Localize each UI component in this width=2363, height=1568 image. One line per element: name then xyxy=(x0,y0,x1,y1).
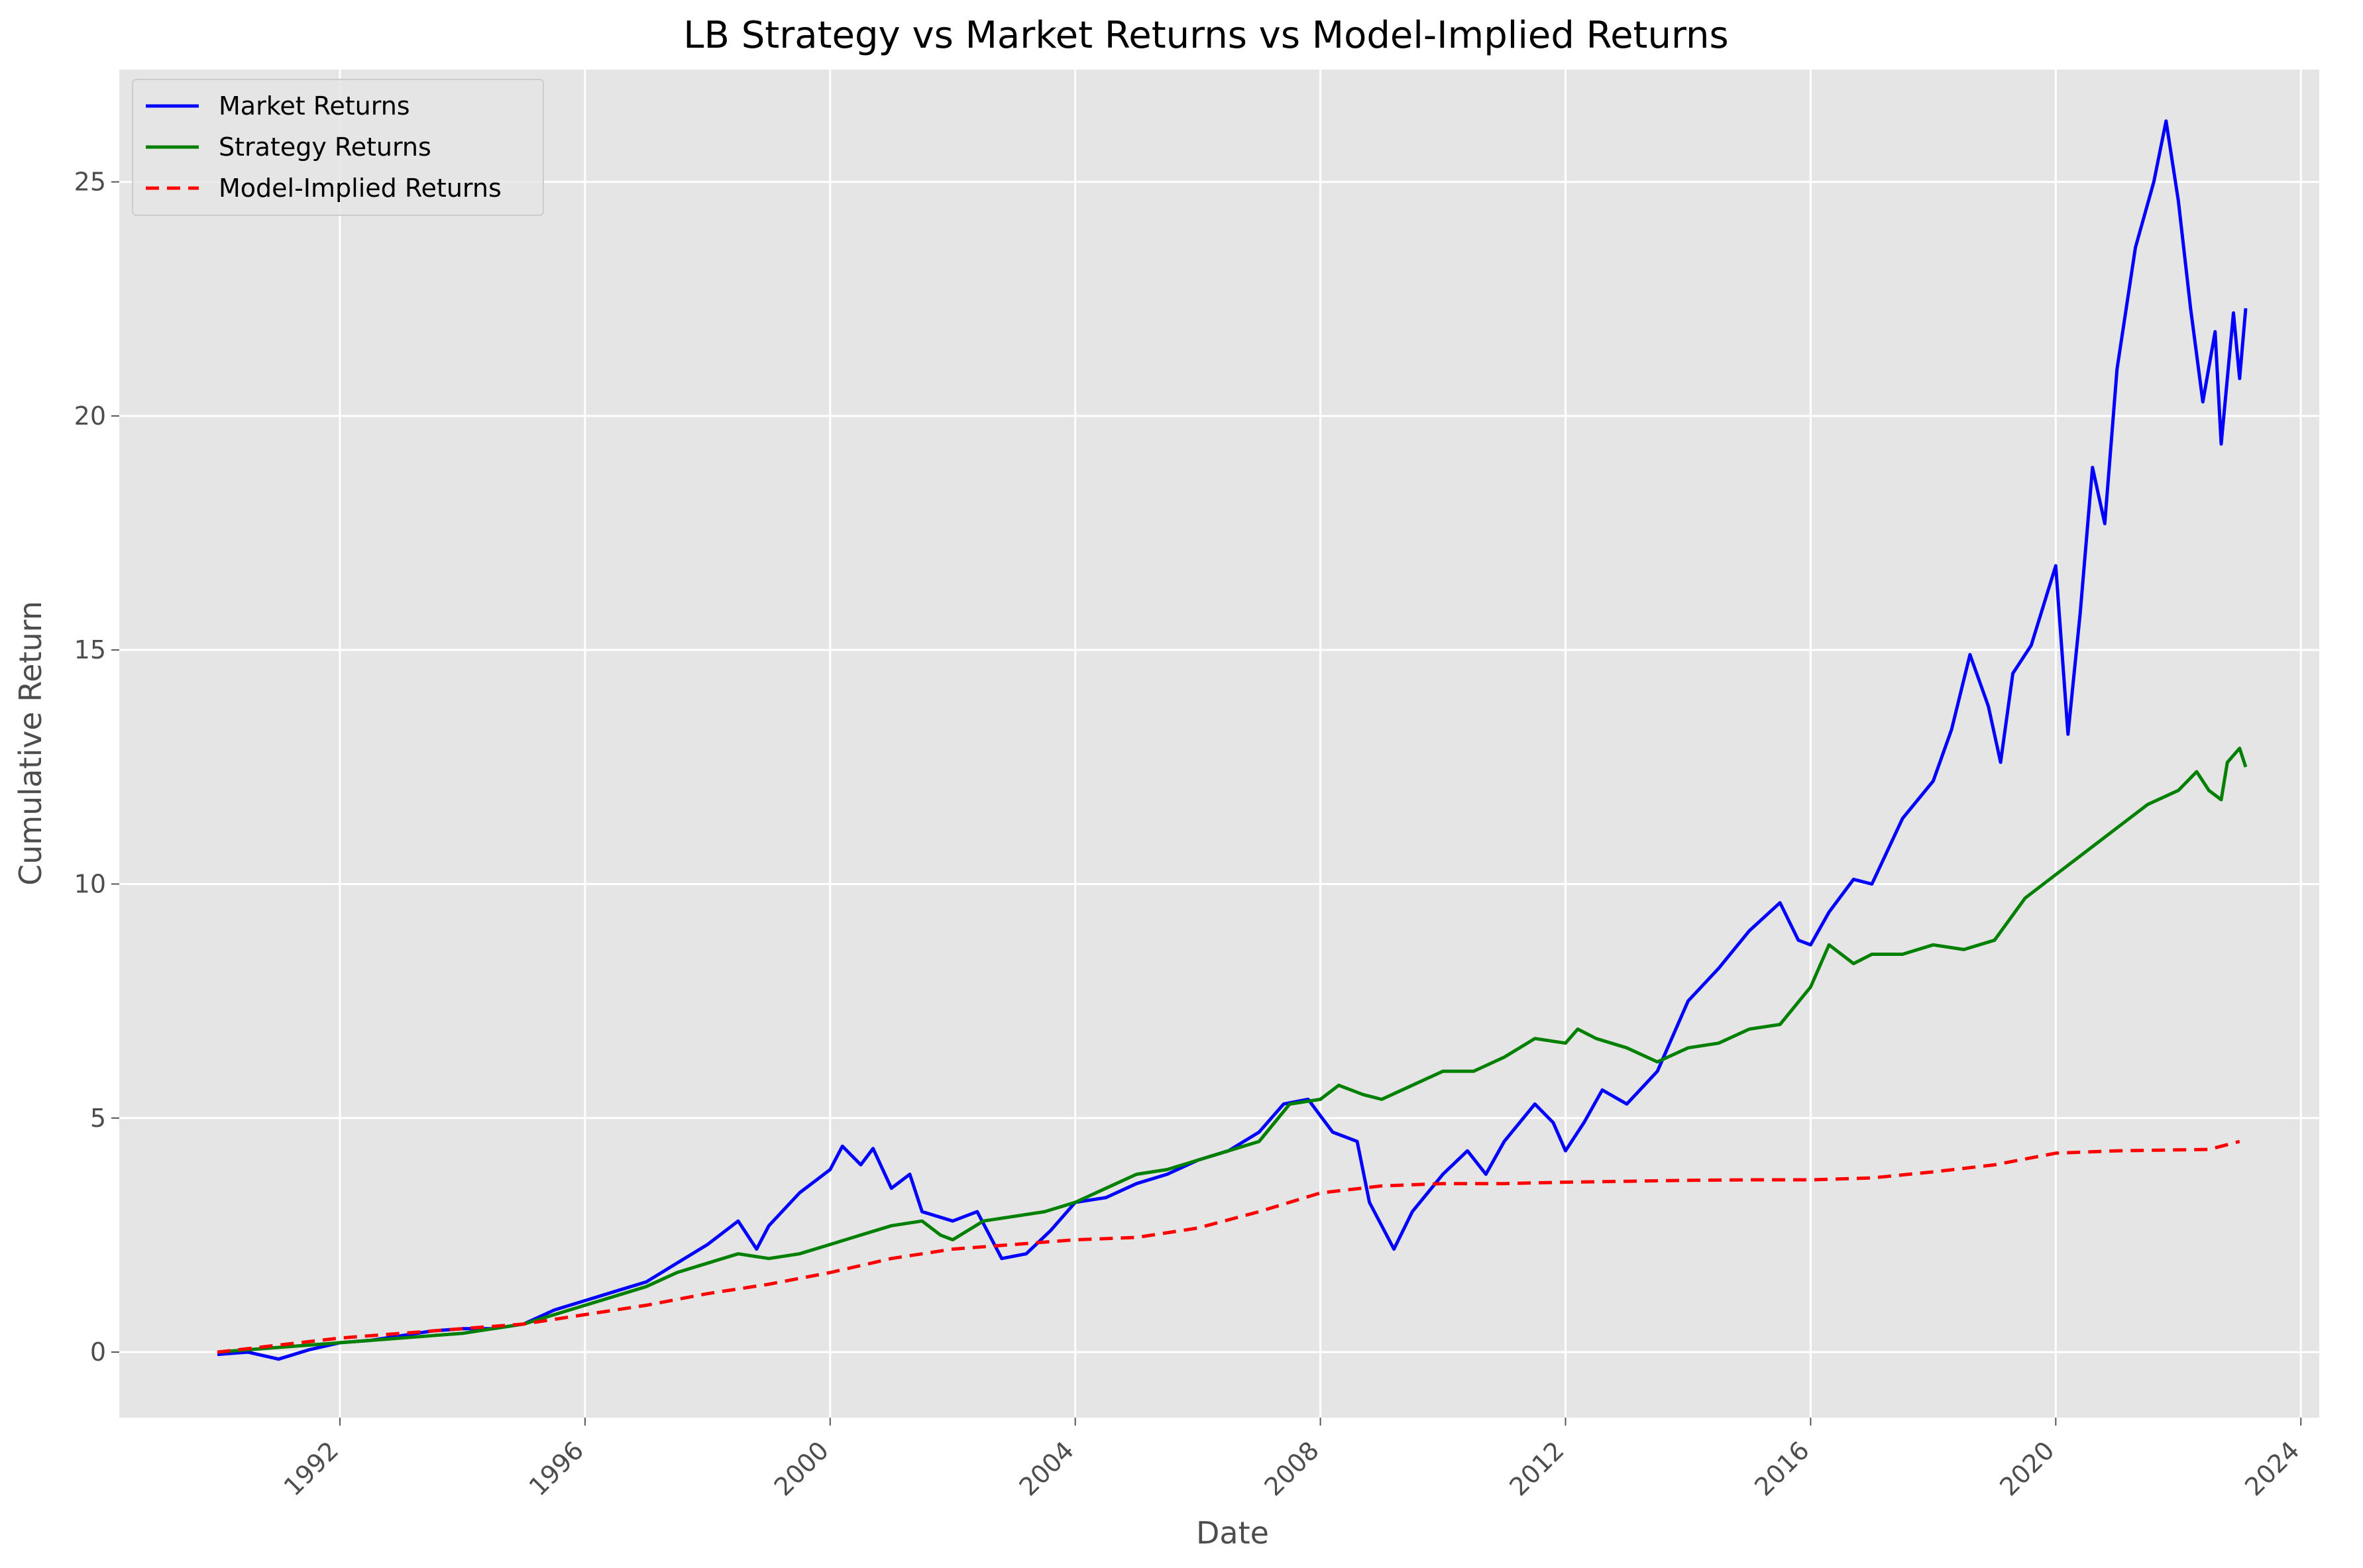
y-tick-label: 15 xyxy=(74,635,106,664)
x-axis-label: Date xyxy=(1196,1515,1269,1551)
y-tick-label: 0 xyxy=(90,1337,106,1367)
chart-title: LB Strategy vs Market Returns vs Model-I… xyxy=(683,14,1728,57)
y-tick-label: 10 xyxy=(74,869,106,898)
plot-area xyxy=(119,70,2319,1418)
legend-label: Model-Implied Returns xyxy=(219,174,502,203)
series-lines xyxy=(217,119,2248,1361)
plot-background xyxy=(119,70,2319,1418)
legend-label: Market Returns xyxy=(219,91,410,121)
grid-lines xyxy=(119,70,2319,1418)
y-tick-label: 5 xyxy=(90,1104,106,1133)
legend-label: Strategy Returns xyxy=(219,132,431,162)
legend: Market Returns Strategy Returns Model-Impl… xyxy=(132,79,544,216)
y-tick-label: 20 xyxy=(74,401,106,431)
y-axis-label: Cumulative Return xyxy=(13,601,48,886)
y-axis-ticks: 0 5 10 15 20 25 xyxy=(74,168,119,1367)
y-tick-label: 25 xyxy=(74,168,106,197)
series-line-model-implied-returns xyxy=(217,1139,2240,1354)
legend-box xyxy=(132,79,544,216)
series-line-strategy-returns xyxy=(217,747,2248,1354)
series-line-market-returns xyxy=(217,119,2248,1361)
